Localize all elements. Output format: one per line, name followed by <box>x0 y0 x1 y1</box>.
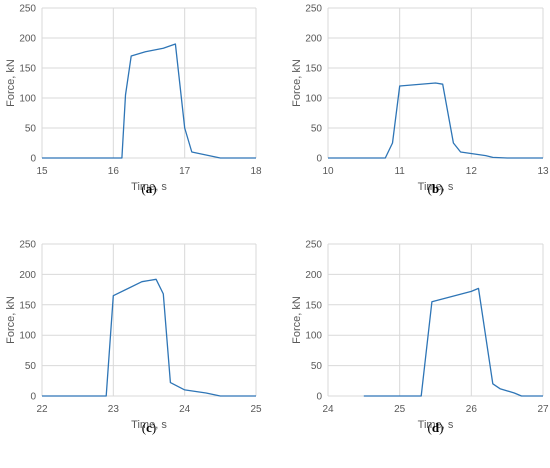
y-tick-label: 250 <box>19 4 36 15</box>
x-tick-label: 17 <box>179 166 191 177</box>
y-tick-label: 0 <box>30 154 36 165</box>
y-tick-label: 250 <box>305 240 322 251</box>
caption-close: ) <box>439 181 443 196</box>
y-axis-title: Force, kN <box>291 296 303 344</box>
caption-open: ( <box>142 420 146 435</box>
chart-panel-b: 0 50 100 150 200 250 10 11 12 13 Time, s Force, kN (… <box>291 4 549 197</box>
y-axis-title: Force, kN <box>5 59 17 107</box>
y-tick-label: 150 <box>19 300 36 311</box>
x-tick-label: 16 <box>108 166 120 177</box>
y-tick-label: 50 <box>25 361 37 372</box>
y-tick-label: 200 <box>19 270 36 281</box>
y-tick-label: 0 <box>316 392 322 403</box>
x-tick-label: 22 <box>36 404 48 415</box>
y-tick-label: 200 <box>19 34 36 45</box>
chart-panel-c: 0 50 100 150 200 250 22 23 24 25 Time, s Force, kN (… <box>5 240 262 436</box>
y-tick-label: 100 <box>305 94 322 105</box>
y-tick-label: 200 <box>305 34 322 45</box>
x-tick-label: 27 <box>537 404 549 415</box>
caption-letter: c <box>146 420 152 435</box>
x-tick-label: 13 <box>537 166 549 177</box>
panel-caption: (a) <box>141 181 156 196</box>
caption-close: ) <box>152 420 156 435</box>
caption-open: ( <box>141 181 145 196</box>
caption-letter: b <box>432 181 439 196</box>
caption-open: ( <box>428 181 432 196</box>
x-tick-label: 25 <box>250 404 262 415</box>
x-tick-label: 26 <box>466 404 478 415</box>
x-tick-label: 25 <box>394 404 406 415</box>
x-tick-label: 24 <box>322 404 334 415</box>
x-tick-label: 12 <box>466 166 478 177</box>
x-tick-label: 18 <box>250 166 262 177</box>
x-axis-title: Time, s <box>418 419 454 431</box>
x-axis-title: Time, s <box>131 181 167 193</box>
y-tick-label: 50 <box>311 124 323 135</box>
x-axis-title: Time, s <box>131 419 167 431</box>
panel-caption: (d) <box>428 420 444 435</box>
x-tick-label: 23 <box>108 404 120 415</box>
caption-letter: d <box>432 420 440 435</box>
y-axis-title: Force, kN <box>291 59 303 107</box>
caption-open: ( <box>428 420 432 435</box>
panel-caption: (b) <box>428 181 444 196</box>
caption-close: ) <box>152 181 156 196</box>
y-tick-label: 100 <box>19 331 36 342</box>
y-tick-label: 0 <box>30 392 36 403</box>
y-tick-label: 250 <box>19 240 36 251</box>
y-tick-label: 150 <box>305 300 322 311</box>
caption-letter: a <box>146 181 153 196</box>
x-tick-label: 24 <box>179 404 191 415</box>
y-tick-label: 200 <box>305 270 322 281</box>
panel-caption: (c) <box>142 420 156 435</box>
x-axis-title: Time, s <box>418 181 454 193</box>
force-series-line <box>328 82 543 159</box>
force-series-line <box>42 278 256 397</box>
caption-close: ) <box>439 420 443 435</box>
y-tick-label: 100 <box>305 331 322 342</box>
x-tick-label: 15 <box>36 166 48 177</box>
force-series-line <box>363 287 543 397</box>
y-axis-title: Force, kN <box>5 296 17 344</box>
y-tick-label: 50 <box>311 361 323 372</box>
force-series-line <box>42 43 256 159</box>
y-tick-label: 50 <box>25 124 37 135</box>
chart-panel-a: 0 50 100 150 200 250 15 16 17 18 Time, s Force, kN (… <box>5 4 262 197</box>
x-tick-label: 11 <box>394 166 405 177</box>
y-tick-label: 150 <box>305 64 322 75</box>
chart-panel-d: 0 50 100 150 200 250 24 25 26 27 Time, s Force, kN (… <box>291 240 549 436</box>
y-tick-label: 100 <box>19 94 36 105</box>
y-tick-label: 0 <box>316 154 322 165</box>
y-tick-label: 150 <box>19 64 36 75</box>
y-tick-label: 250 <box>305 4 322 15</box>
x-tick-label: 10 <box>322 166 334 177</box>
